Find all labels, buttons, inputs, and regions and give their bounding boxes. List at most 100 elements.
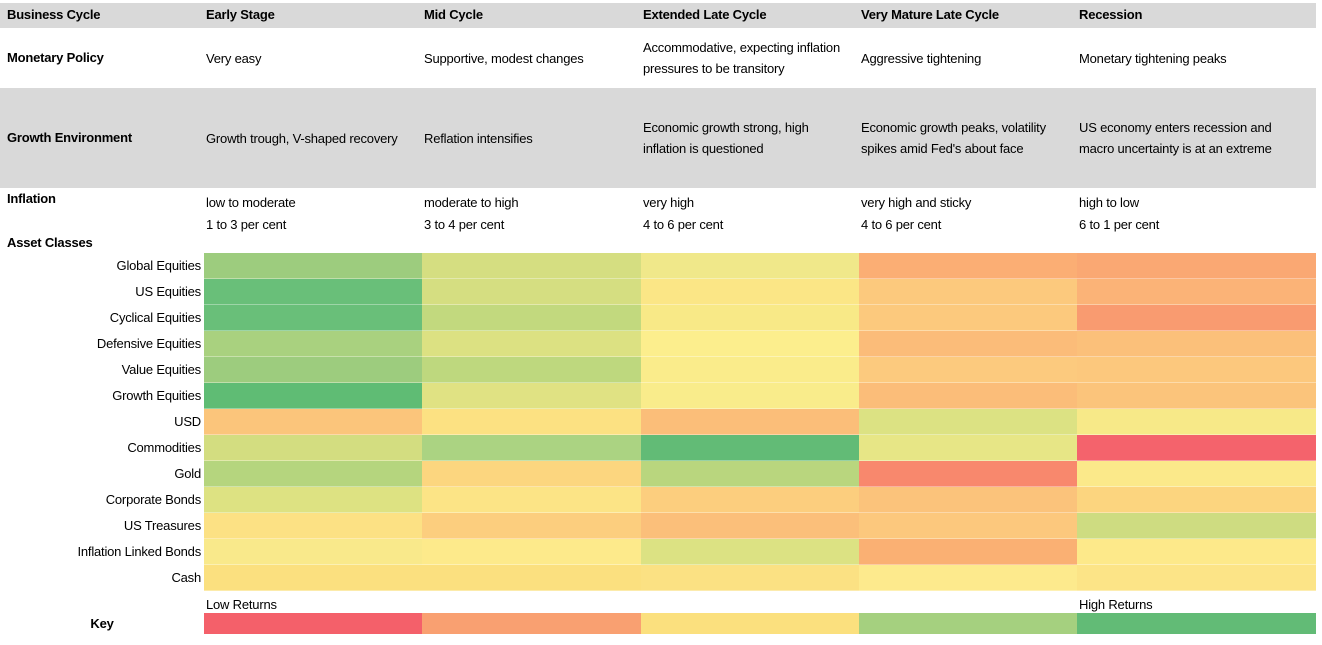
heatmap-cell bbox=[641, 331, 859, 357]
heatmap-cell bbox=[1077, 279, 1316, 305]
heatmap-row: Growth Equities bbox=[0, 383, 1316, 409]
heatmap-cell bbox=[859, 305, 1077, 331]
key-swatch bbox=[641, 613, 859, 634]
heatmap-cell bbox=[204, 331, 422, 357]
header-business-cycle: Business Cycle bbox=[7, 8, 101, 23]
heatmap-cell bbox=[641, 435, 859, 461]
heatmap-cell bbox=[859, 357, 1077, 383]
asset-row-label: USD bbox=[174, 414, 201, 429]
inflation-range: 4 to 6 per cent bbox=[861, 217, 942, 232]
asset-row-label: Value Equities bbox=[121, 362, 202, 377]
heatmap-cell bbox=[204, 487, 422, 513]
monetary-policy-row: Monetary Policy Very easy Supportive, mo… bbox=[0, 28, 1316, 88]
heatmap-cell bbox=[1077, 305, 1316, 331]
heatmap-cell bbox=[1077, 539, 1316, 565]
monetary-policy-mid-cycle: Supportive, modest changes bbox=[424, 50, 584, 66]
heatmap-cell bbox=[641, 253, 859, 279]
header-col-very-mature-late-cycle: Very Mature Late Cycle bbox=[861, 8, 999, 23]
inflation-row: Inflation low to moderate 1 to 3 per cen… bbox=[0, 188, 1316, 233]
heatmap-cell bbox=[204, 435, 422, 461]
asset-row-label: US Equities bbox=[135, 284, 201, 299]
heatmap-row: Cyclical Equities bbox=[0, 305, 1316, 331]
growth-environment-early-stage: Growth trough, V-shaped recovery bbox=[206, 130, 398, 146]
heatmap-cell bbox=[859, 539, 1077, 565]
inflation-range: 4 to 6 per cent bbox=[643, 217, 724, 232]
inflation-text: very high bbox=[643, 195, 694, 210]
heatmap-cell bbox=[1077, 383, 1316, 409]
heatmap-cell bbox=[859, 383, 1077, 409]
inflation-text: moderate to high bbox=[424, 195, 519, 210]
asset-classes-label: Asset Classes bbox=[7, 235, 93, 250]
heatmap-cell bbox=[422, 279, 641, 305]
asset-row-label: Commodities bbox=[127, 440, 201, 455]
monetary-policy-recession: Monetary tightening peaks bbox=[1079, 50, 1227, 66]
key-swatch bbox=[204, 613, 422, 634]
growth-environment-very-mature-late-cycle: Economic growth peaks, volatility spikes… bbox=[861, 120, 1046, 156]
inflation-text: very high and sticky bbox=[861, 195, 972, 210]
key-labels-row: Low Returns High Returns bbox=[0, 596, 1316, 613]
heatmap-row: Gold bbox=[0, 461, 1316, 487]
header-col-extended-late-cycle: Extended Late Cycle bbox=[643, 8, 767, 23]
heatmap-row: Inflation Linked Bonds bbox=[0, 539, 1316, 565]
heatmap-cell bbox=[422, 357, 641, 383]
heatmap-cell bbox=[422, 383, 641, 409]
monetary-policy-label: Monetary Policy bbox=[7, 50, 104, 65]
heatmap-cell bbox=[422, 409, 641, 435]
growth-environment-label: Growth Environment bbox=[7, 130, 132, 145]
heatmap-row: Commodities bbox=[0, 435, 1316, 461]
growth-environment-mid-cycle: Reflation intensifies bbox=[424, 130, 533, 146]
heatmap-cell bbox=[204, 253, 422, 279]
asset-row-label: Gold bbox=[174, 466, 201, 481]
inflation-range: 3 to 4 per cent bbox=[424, 217, 505, 232]
heatmap-cell bbox=[641, 513, 859, 539]
inflation-recession: high to low 6 to 1 per cent bbox=[1077, 192, 1316, 233]
inflation-early-stage: low to moderate 1 to 3 per cent bbox=[204, 192, 422, 233]
heatmap-cell bbox=[859, 279, 1077, 305]
heatmap-cell bbox=[422, 461, 641, 487]
growth-environment-recession: US economy enters recession and macro un… bbox=[1079, 120, 1272, 156]
heatmap-cell bbox=[859, 461, 1077, 487]
inflation-extended-late-cycle: very high 4 to 6 per cent bbox=[641, 192, 859, 233]
header-row: Business Cycle Early Stage Mid Cycle Ext… bbox=[0, 3, 1316, 28]
heatmap-cell bbox=[204, 279, 422, 305]
asset-row-label: Defensive Equities bbox=[96, 336, 201, 351]
monetary-policy-very-mature-late-cycle: Aggressive tightening bbox=[861, 50, 982, 66]
header-col-mid-cycle: Mid Cycle bbox=[424, 8, 483, 23]
heatmap-cell bbox=[859, 565, 1077, 591]
key-swatch bbox=[422, 613, 641, 634]
high-returns-label: High Returns bbox=[1079, 598, 1153, 613]
heatmap-row: USD bbox=[0, 409, 1316, 435]
heatmap-cell bbox=[641, 539, 859, 565]
asset-row-label: Cash bbox=[171, 570, 201, 585]
asset-row-label: Cyclical Equities bbox=[109, 310, 201, 325]
heatmap-cell bbox=[422, 253, 641, 279]
growth-environment-extended-late-cycle: Economic growth strong, high inflation i… bbox=[643, 120, 809, 156]
heatmap-cell bbox=[859, 435, 1077, 461]
heatmap-cell bbox=[422, 539, 641, 565]
inflation-text: low to moderate bbox=[206, 195, 296, 210]
heatmap-cell bbox=[204, 565, 422, 591]
monetary-policy-extended-late-cycle: Accommodative, expecting inflation press… bbox=[643, 40, 840, 76]
heatmap-cell bbox=[641, 357, 859, 383]
heatmap-cell bbox=[1077, 513, 1316, 539]
inflation-mid-cycle: moderate to high 3 to 4 per cent bbox=[422, 192, 641, 233]
heatmap-cell bbox=[641, 409, 859, 435]
heatmap-cell bbox=[204, 357, 422, 383]
heatmap-cell bbox=[859, 487, 1077, 513]
heatmap-row: Corporate Bonds bbox=[0, 487, 1316, 513]
heatmap-cell bbox=[422, 513, 641, 539]
heatmap-cell bbox=[1077, 253, 1316, 279]
key-swatch bbox=[859, 613, 1077, 634]
heatmap-cell bbox=[641, 461, 859, 487]
low-returns-label: Low Returns bbox=[206, 598, 277, 613]
inflation-range: 1 to 3 per cent bbox=[206, 217, 287, 232]
heatmap-cell bbox=[204, 513, 422, 539]
inflation-very-mature-late-cycle: very high and sticky 4 to 6 per cent bbox=[859, 192, 1077, 233]
inflation-label: Inflation bbox=[7, 192, 56, 206]
header-col-early-stage: Early Stage bbox=[206, 8, 275, 23]
heatmap-cell bbox=[422, 331, 641, 357]
growth-environment-row: Growth Environment Growth trough, V-shap… bbox=[0, 88, 1316, 188]
heatmap-cell bbox=[1077, 435, 1316, 461]
inflation-range: 6 to 1 per cent bbox=[1079, 217, 1160, 232]
